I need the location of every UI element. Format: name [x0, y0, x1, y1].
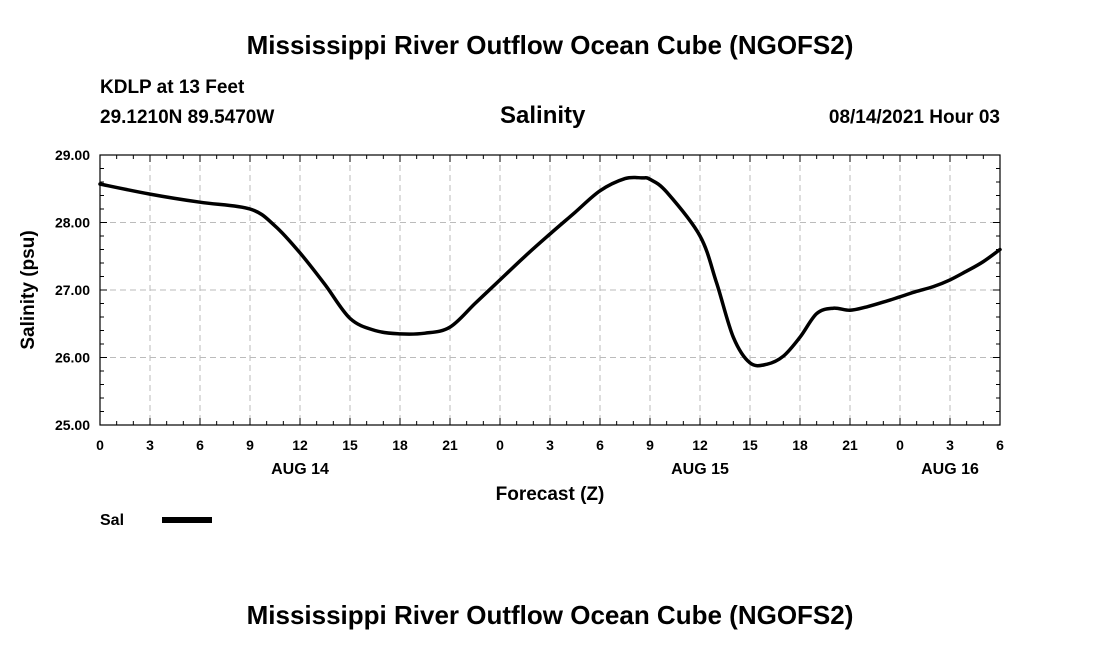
x-tick-label: 3 — [946, 437, 954, 453]
legend-label: Sal — [100, 512, 124, 529]
y-tick-label: 27.00 — [55, 282, 90, 298]
chart-title-bottom: Mississippi River Outflow Ocean Cube (NG… — [246, 600, 854, 630]
y-tick-label: 25.00 — [55, 417, 90, 433]
x-tick-label: 3 — [146, 437, 154, 453]
y-tick-label: 28.00 — [55, 215, 90, 231]
x-tick-label: 15 — [342, 437, 358, 453]
x-axis-title: Forecast (Z) — [496, 484, 605, 505]
x-tick-label: 18 — [392, 437, 408, 453]
date-label: AUG 16 — [921, 461, 979, 478]
x-tick-label: 0 — [96, 437, 104, 453]
x-tick-label: 21 — [842, 437, 858, 453]
plot-frame — [99, 154, 1001, 426]
chart-title-top: Mississippi River Outflow Ocean Cube (NG… — [246, 30, 854, 60]
y-tick-label: 29.00 — [55, 147, 90, 163]
grid-lines — [100, 155, 1000, 425]
date-label: AUG 15 — [671, 461, 729, 478]
y-axis-title: Salinity (psu) — [18, 230, 39, 349]
x-tick-label: 0 — [496, 437, 504, 453]
axis-ticks — [99, 154, 1001, 426]
station-label: KDLP at 13 Feet — [100, 77, 245, 98]
station-coordinates: 29.1210N 89.5470W — [100, 107, 275, 128]
salinity-series-line — [98, 175, 1002, 368]
forecast-datetime: 08/14/2021 Hour 03 — [828, 107, 1000, 128]
x-tick-label: 12 — [292, 437, 308, 453]
x-tick-label: 3 — [546, 437, 554, 453]
x-tick-label: 9 — [646, 437, 654, 453]
x-tick-label: 6 — [196, 437, 204, 453]
x-tick-label: 6 — [596, 437, 604, 453]
y-tick-label: 26.00 — [55, 350, 90, 366]
x-tick-label: 9 — [246, 437, 254, 453]
x-tick-label: 6 — [996, 437, 1004, 453]
x-tick-label: 15 — [742, 437, 758, 453]
x-tick-label: 0 — [896, 437, 904, 453]
variable-title: Salinity — [500, 102, 586, 129]
x-tick-label: 12 — [692, 437, 708, 453]
date-label: AUG 14 — [271, 461, 329, 478]
axis-labels: 0 3 6 9 12 15 18 21 0 3 6 9 12 15 18 21 0 3 6 25.00 26.00 27.… — [55, 147, 1004, 478]
x-tick-label: 21 — [442, 437, 458, 453]
x-tick-label: 18 — [792, 437, 808, 453]
